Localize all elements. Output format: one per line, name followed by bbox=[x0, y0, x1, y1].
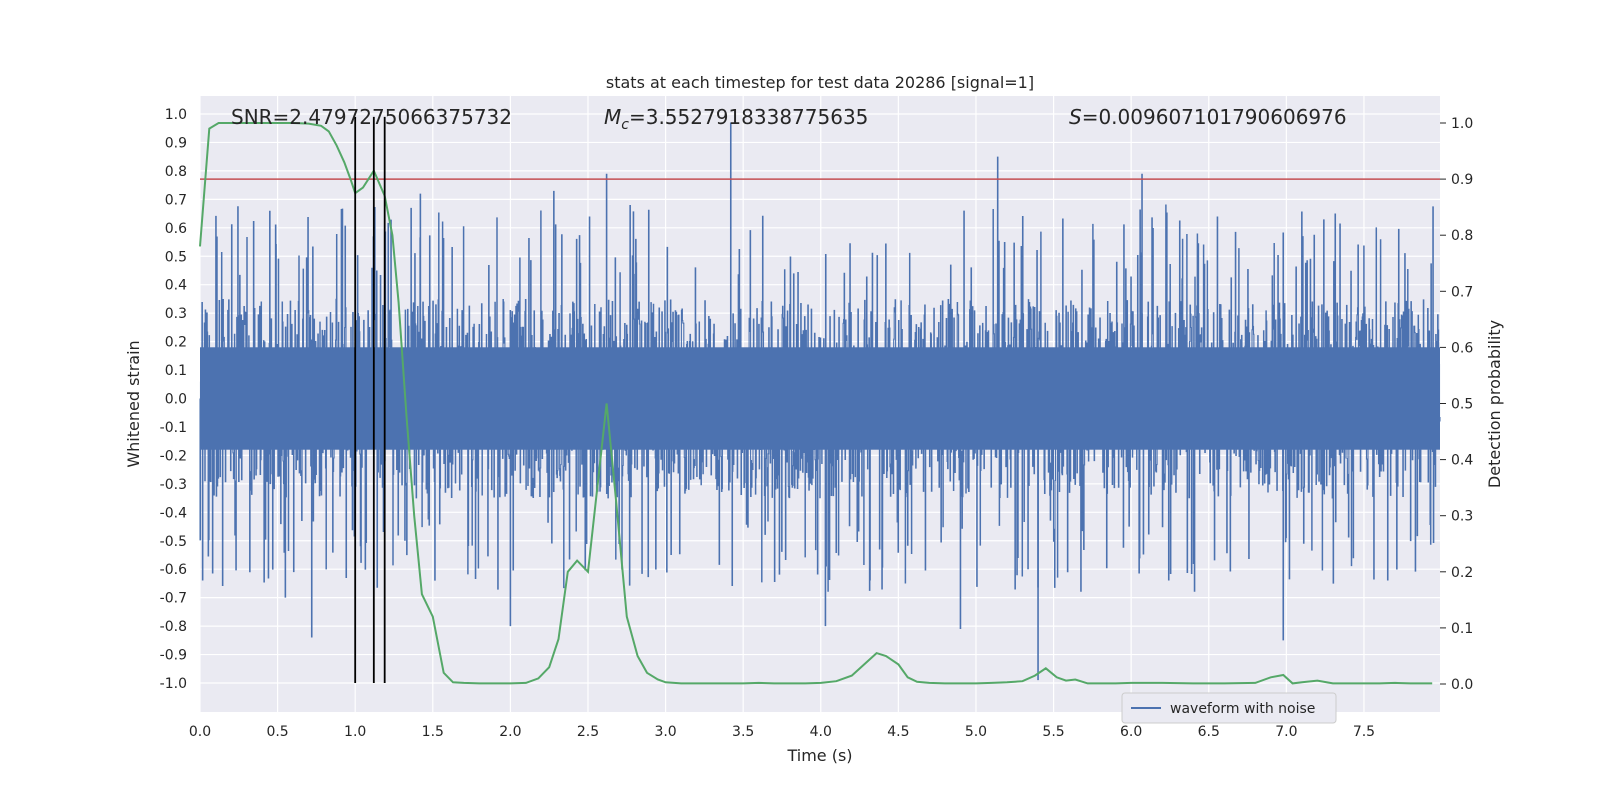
y-right-tick-label: 0.7 bbox=[1451, 284, 1473, 300]
y-left-tick-label: -1.0 bbox=[160, 676, 187, 692]
x-tick-label: 7.0 bbox=[1275, 724, 1297, 740]
y-left-tick-label: 0.4 bbox=[165, 278, 187, 294]
x-tick-label: 0.0 bbox=[189, 724, 211, 740]
x-tick-label: 6.0 bbox=[1120, 724, 1142, 740]
x-axis-label: Time (s) bbox=[786, 746, 852, 765]
x-tick-label: 1.5 bbox=[422, 724, 444, 740]
vertical-markers bbox=[354, 116, 386, 683]
legend-box bbox=[1121, 692, 1337, 724]
probability-series bbox=[199, 122, 1440, 685]
y-left-tick-label: 0.7 bbox=[165, 192, 187, 208]
s-annotation: S=0.009607101790606976 bbox=[1069, 105, 1347, 129]
y-left-tick-label: -0.1 bbox=[160, 420, 187, 436]
y-left-tick-label: 0.1 bbox=[165, 363, 187, 379]
y-right-tick-label: 0.4 bbox=[1451, 453, 1473, 469]
y-left-tick-label: 0.6 bbox=[165, 221, 187, 237]
x-tick-label: 4.5 bbox=[887, 724, 909, 740]
snr-annotation: SNR=2.4797275066375732 bbox=[231, 105, 512, 129]
y-left-tick-label: 0.2 bbox=[165, 335, 187, 351]
y-right-tick-label: 0.8 bbox=[1451, 228, 1473, 244]
chirp-mass-symbol: M bbox=[604, 105, 621, 129]
y-left-tick-label: 0.9 bbox=[165, 135, 187, 151]
x-tick-label: 6.5 bbox=[1198, 724, 1220, 740]
y-axis-right-label: Detection probability bbox=[1485, 320, 1504, 488]
chirp-mass-subscript: c bbox=[621, 117, 629, 133]
y-left-tick-label: -0.9 bbox=[160, 648, 187, 664]
y-left-tick-label: -0.2 bbox=[160, 448, 187, 464]
x-tick-label: 4.0 bbox=[810, 724, 832, 740]
waveform-series bbox=[199, 122, 1441, 681]
probability-line bbox=[199, 122, 1433, 685]
y-axis-left-label: Whitened strain bbox=[124, 340, 143, 467]
x-tick-label: 2.0 bbox=[499, 724, 521, 740]
y-left-tick-label: -0.4 bbox=[160, 505, 187, 521]
x-tick-label: 5.0 bbox=[965, 724, 987, 740]
y-left-tick-label: 0.3 bbox=[165, 306, 187, 322]
y-right-tick-label: 0.5 bbox=[1451, 397, 1473, 413]
y-right-tick-label: 1.0 bbox=[1451, 116, 1473, 132]
x-tick-label: 5.5 bbox=[1042, 724, 1064, 740]
chart-title: stats at each timestep for test data 202… bbox=[606, 73, 1034, 92]
y-left-tick-label: 0.5 bbox=[165, 249, 187, 265]
y-left-tick-label: -0.3 bbox=[160, 477, 187, 493]
y-left-tick-label: -0.8 bbox=[160, 619, 187, 635]
x-tick-label: 0.5 bbox=[266, 724, 288, 740]
y-right-tick-label: 0.6 bbox=[1451, 340, 1473, 356]
y-left-tick-label: -0.5 bbox=[160, 534, 187, 550]
x-tick-label: 2.5 bbox=[577, 724, 599, 740]
y-left-tick-label: 0.8 bbox=[165, 164, 187, 180]
y-left-tick-label: -0.7 bbox=[160, 591, 187, 607]
y-right-tick-label: 0.9 bbox=[1451, 172, 1473, 188]
s-value: =0.009607101790606976 bbox=[1082, 105, 1347, 129]
waveform-core-band bbox=[200, 347, 1440, 450]
chirp-mass-value: =3.5527918338775635 bbox=[629, 105, 868, 129]
y-left-tick-label: -0.6 bbox=[160, 562, 187, 578]
x-tick-label: 1.0 bbox=[344, 724, 366, 740]
x-tick-label: 7.5 bbox=[1353, 724, 1375, 740]
y-right-tick-label: 0.2 bbox=[1451, 565, 1473, 581]
legend-label: waveform with noise bbox=[1170, 701, 1315, 717]
s-symbol: S bbox=[1069, 105, 1082, 129]
y-right-tick-label: 0.0 bbox=[1451, 677, 1473, 693]
y-right-tick-label: 0.3 bbox=[1451, 509, 1473, 525]
chirp-mass-annotation: Mc=3.5527918338775635 bbox=[604, 105, 868, 133]
y-left-tick-label: 1.0 bbox=[165, 107, 187, 123]
y-right-tick-label: 0.1 bbox=[1451, 621, 1473, 637]
ticks: 0.0 0.5 1.0 1.5 2.0 2.5 3.0 3.5 4.0 4.5 5.0 5.5 6.0 6… bbox=[160, 107, 1474, 740]
y-left-tick-label: 0.0 bbox=[165, 392, 187, 408]
legend: waveform with noise bbox=[1121, 692, 1337, 724]
x-tick-label: 3.5 bbox=[732, 724, 754, 740]
x-tick-label: 3.0 bbox=[654, 724, 676, 740]
